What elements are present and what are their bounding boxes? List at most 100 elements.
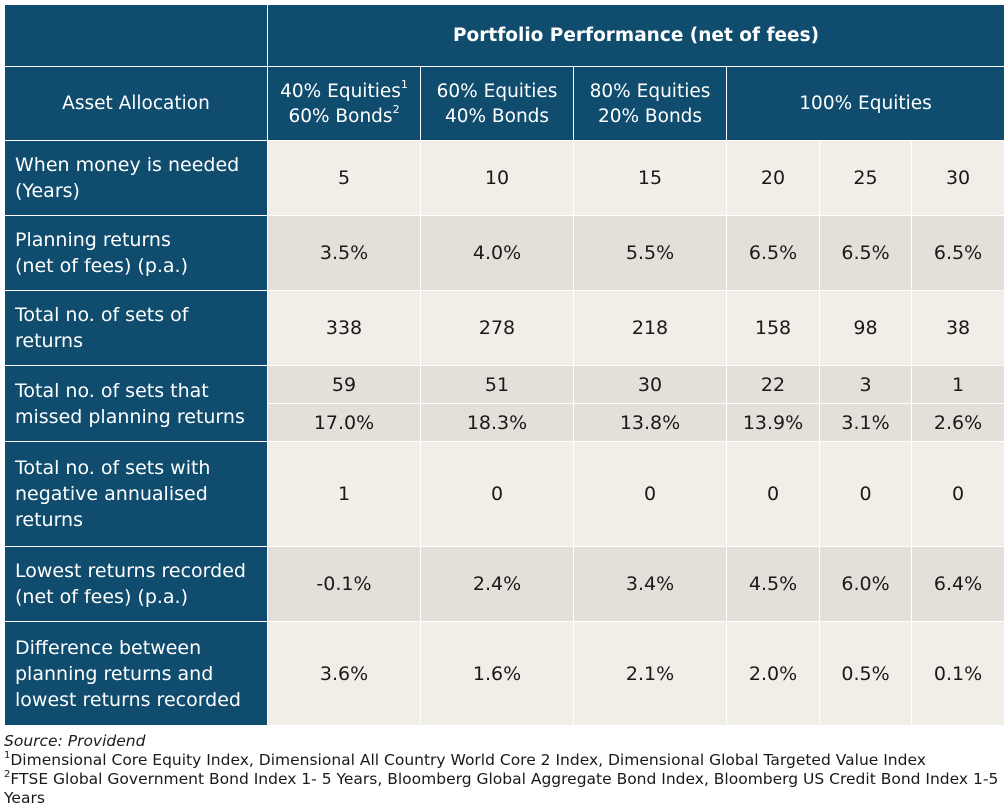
table-cell: 4.5% xyxy=(726,546,820,622)
table-cell: 18.3% xyxy=(420,403,574,442)
table-cell: 158 xyxy=(726,290,820,366)
table-cell: 10 xyxy=(420,140,574,216)
row-label-line: Total no. of sets with xyxy=(15,457,211,479)
row-label-line: Total no. of sets that xyxy=(15,379,209,402)
table-cell: 3.4% xyxy=(573,546,727,622)
table-cell: 0 xyxy=(573,441,727,547)
table-cell: 3.5% xyxy=(267,215,421,291)
row-label-line: When money is needed xyxy=(15,154,240,176)
table-cell: -0.1% xyxy=(267,546,421,622)
table-row-missed-counts: Total no. of sets that missed planning r… xyxy=(4,365,1006,442)
table-cell: 51 xyxy=(420,365,574,404)
header-80-equities: 80% Equities 20% Bonds xyxy=(573,66,727,141)
table-cell: 15 xyxy=(573,140,727,216)
table-cell: 6.5% xyxy=(726,215,820,291)
header-80-equities-line1: 80% Equities xyxy=(589,80,711,102)
asset-allocation-header: Asset Allocation xyxy=(4,66,268,141)
row-label-line: Lowest returns recorded xyxy=(15,560,246,582)
row-label-line: lowest returns recorded xyxy=(15,688,241,711)
table-row-money-needed: When money is needed (Years) 5 10 15 20 … xyxy=(4,140,1006,216)
table-cell: 30 xyxy=(573,365,727,404)
footnote-2-text: FTSE Global Government Bond Index 1- 5 Y… xyxy=(4,770,999,807)
table-cell: 13.8% xyxy=(573,403,727,442)
table-cell: 6.5% xyxy=(819,215,912,291)
portfolio-performance-table: Portfolio Performance (net of fees) Asse… xyxy=(4,4,1006,726)
row-label-line: planning returns and xyxy=(15,662,214,685)
table-row-difference: Difference between planning returns and … xyxy=(4,621,1006,726)
table-cell: 3.1% xyxy=(819,403,912,442)
footnote-2: 2FTSE Global Government Bond Index 1- 5 … xyxy=(4,768,1004,808)
table-cell: 22 xyxy=(726,365,820,404)
header-60-bonds-line2: 60% Bonds xyxy=(288,105,393,127)
table-cell: 5.5% xyxy=(573,215,727,291)
row-label-line: (Years) xyxy=(15,180,80,202)
table-cell: 218 xyxy=(573,290,727,366)
table-cell: 2.0% xyxy=(726,621,820,726)
table-row-missed-percents: 17.0% 18.3% 13.8% 13.9% 3.1% 2.6% xyxy=(5,403,1006,442)
table-cell: 13.9% xyxy=(726,403,820,442)
row-label-line: (net of fees) (p.a.) xyxy=(15,255,189,277)
table-cell: 6.5% xyxy=(910,215,1006,291)
row-label-lowest: Lowest returns recorded (net of fees) (p… xyxy=(4,546,268,622)
header-60-equities: 60% Equities 40% Bonds xyxy=(420,66,574,141)
table-cell: 1 xyxy=(910,365,1006,404)
table-cell: 2.4% xyxy=(420,546,574,622)
table-cell: 278 xyxy=(420,290,574,366)
table-row-planning-returns: Planning returns (net of fees) (p.a.) 3.… xyxy=(4,215,1006,291)
portfolio-performance-title: Portfolio Performance (net of fees) xyxy=(266,4,1006,67)
table-cell: 2.6% xyxy=(910,403,1006,442)
table-cell: 0.1% xyxy=(910,621,1006,726)
row-label-difference: Difference between planning returns and … xyxy=(4,621,268,726)
footnote-1-text: Dimensional Core Equity Index, Dimension… xyxy=(10,751,926,769)
table-cell: 98 xyxy=(819,290,912,366)
row-label-line: Planning returns xyxy=(15,229,171,251)
table-cell: 30 xyxy=(910,140,1006,216)
footnote-2-mark: 2 xyxy=(4,768,11,780)
footnote-1: 1Dimensional Core Equity Index, Dimensio… xyxy=(4,749,1004,770)
table-cell: 4.0% xyxy=(420,215,574,291)
row-label-missed: Total no. of sets that missed planning r… xyxy=(4,365,268,442)
row-label-line: (net of fees) (p.a.) xyxy=(15,586,189,608)
table-cell: 1.6% xyxy=(420,621,574,726)
table-row-negative: Total no. of sets with negative annualis… xyxy=(4,441,1006,547)
table-cell: 0 xyxy=(726,441,820,547)
header-60-equities-line1: 60% Equities xyxy=(436,80,558,102)
table-cell: 0 xyxy=(819,441,912,547)
source-note: Source: Providend xyxy=(4,732,146,750)
table-cell: 5 xyxy=(267,140,421,216)
footnotes: Source: Providend 1Dimensional Core Equi… xyxy=(4,732,1004,808)
table-cell: 338 xyxy=(267,290,421,366)
table-cell: 6.0% xyxy=(819,546,912,622)
row-label-total-sets: Total no. of sets of returns xyxy=(4,290,268,366)
footnote-mark-2: 2 xyxy=(392,103,400,117)
blank-corner-cell xyxy=(4,4,268,67)
row-label-money-needed: When money is needed (Years) xyxy=(4,140,268,216)
table-row-lowest: Lowest returns recorded (net of fees) (p… xyxy=(4,546,1006,622)
header-100-equities: 100% Equities xyxy=(725,66,1006,141)
table-cell: 6.4% xyxy=(910,546,1006,622)
header-40-bonds-line2: 40% Bonds xyxy=(444,105,550,127)
table-cell: 2.1% xyxy=(573,621,727,726)
table-cell: 17.0% xyxy=(267,403,421,442)
table-cell: 3 xyxy=(819,365,912,404)
header-20-bonds-line2: 20% Bonds xyxy=(597,105,703,127)
row-label-negative: Total no. of sets with negative annualis… xyxy=(4,441,268,547)
row-label-line: returns xyxy=(15,330,83,352)
header-40-equities: 40% Equities1 60% Bonds2 xyxy=(267,66,421,141)
footnote-1-mark: 1 xyxy=(4,749,11,761)
row-label-planning-returns: Planning returns (net of fees) (p.a.) xyxy=(4,215,268,291)
table-cell: 0 xyxy=(910,441,1006,547)
row-label-line: returns xyxy=(15,509,83,531)
table-cell: 1 xyxy=(267,441,421,547)
row-label-line: Difference between xyxy=(15,636,202,659)
row-label-line: missed planning returns xyxy=(15,405,245,428)
table-cell: 0.5% xyxy=(819,621,912,726)
table-cell: 25 xyxy=(819,140,912,216)
table-row-total-sets: Total no. of sets of returns 338 278 218… xyxy=(4,290,1006,366)
row-label-line: negative annualised xyxy=(15,483,208,505)
table-cell: 20 xyxy=(726,140,820,216)
table-cell: 3.6% xyxy=(267,621,421,726)
table-cell: 59 xyxy=(267,365,421,404)
header-40-equities-line1: 40% Equities xyxy=(280,80,401,102)
table-cell: 38 xyxy=(910,290,1006,366)
